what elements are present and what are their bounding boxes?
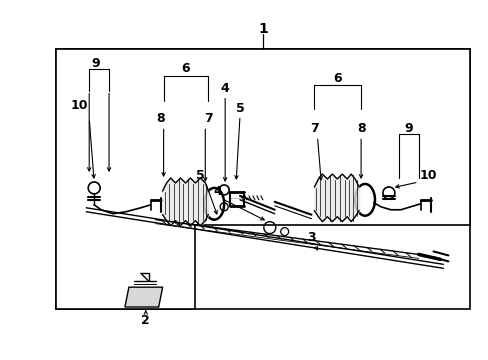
Text: 3: 3 <box>306 231 315 244</box>
Text: 8: 8 <box>156 112 164 125</box>
Text: 9: 9 <box>92 57 100 71</box>
Text: 5: 5 <box>235 102 244 115</box>
Text: 1: 1 <box>258 22 267 36</box>
Text: 9: 9 <box>404 122 412 135</box>
Polygon shape <box>124 287 163 307</box>
Text: 8: 8 <box>356 122 365 135</box>
Bar <box>56 49 469 309</box>
Text: 2: 2 <box>141 314 150 327</box>
Polygon shape <box>56 49 469 309</box>
Text: 10: 10 <box>419 168 436 181</box>
Text: 5: 5 <box>196 168 204 181</box>
Text: 4: 4 <box>213 185 222 198</box>
Text: 7: 7 <box>309 122 318 135</box>
Text: 4: 4 <box>220 82 229 95</box>
Text: 10: 10 <box>70 99 88 112</box>
Text: 6: 6 <box>332 72 341 85</box>
Text: 6: 6 <box>181 62 189 75</box>
Text: 7: 7 <box>203 112 212 125</box>
